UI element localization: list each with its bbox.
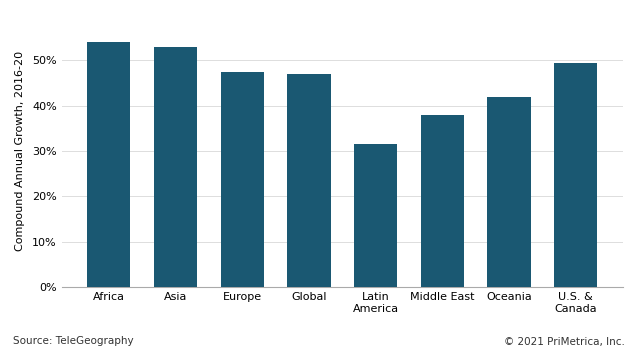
Bar xyxy=(554,63,597,287)
Text: © 2021 PriMetrica, Inc.: © 2021 PriMetrica, Inc. xyxy=(505,336,625,346)
Y-axis label: Compound Annual Growth, 2016-20: Compound Annual Growth, 2016-20 xyxy=(15,51,25,251)
Bar xyxy=(221,72,264,287)
Bar xyxy=(420,115,464,287)
Bar xyxy=(354,144,397,287)
Text: Source: TeleGeography: Source: TeleGeography xyxy=(13,336,133,346)
Bar xyxy=(487,97,531,287)
Bar xyxy=(87,42,130,287)
Bar xyxy=(287,74,330,287)
Bar xyxy=(154,47,197,287)
